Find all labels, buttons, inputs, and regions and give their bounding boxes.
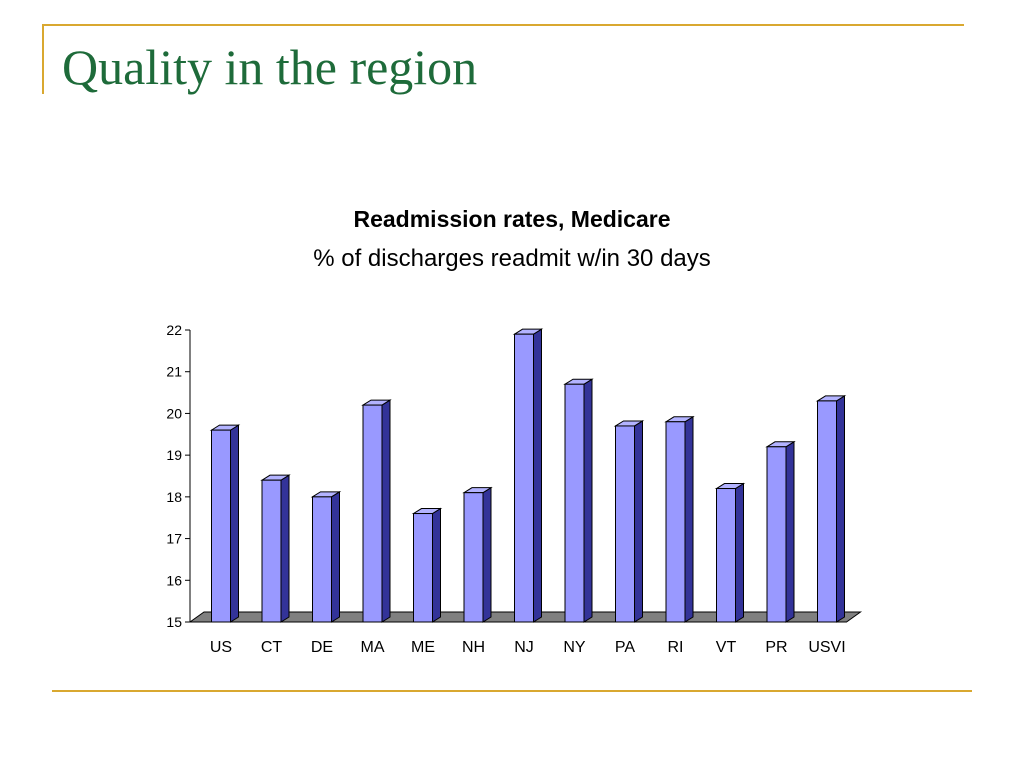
x-tick-label: MA bbox=[361, 639, 385, 656]
bar bbox=[514, 333, 534, 623]
x-tick-label: ME bbox=[411, 639, 435, 656]
bar bbox=[463, 492, 484, 623]
bar bbox=[716, 488, 736, 623]
x-tick-label: NJ bbox=[514, 639, 534, 656]
bar bbox=[413, 513, 433, 623]
bar-side bbox=[684, 415, 694, 623]
y-tick-label: 16 bbox=[166, 572, 182, 588]
bar-side bbox=[735, 482, 744, 623]
bar bbox=[261, 479, 282, 623]
bar bbox=[615, 425, 635, 623]
top-accent-rule bbox=[42, 24, 964, 26]
bar-side bbox=[280, 474, 290, 623]
bar-side bbox=[583, 378, 593, 623]
x-tick-label: USVI bbox=[808, 639, 845, 656]
y-tick-label: 22 bbox=[166, 322, 182, 338]
slide-title: Quality in the region bbox=[62, 39, 478, 95]
bar bbox=[564, 383, 585, 623]
bar bbox=[362, 404, 383, 623]
y-tick-label: 18 bbox=[166, 489, 182, 505]
bar-side bbox=[482, 486, 492, 623]
bar bbox=[817, 400, 837, 623]
bar-side bbox=[331, 490, 340, 623]
y-tick-label: 17 bbox=[166, 531, 182, 547]
y-tick-label: 19 bbox=[166, 447, 182, 463]
left-accent-rule bbox=[42, 24, 44, 94]
y-tick-label: 15 bbox=[166, 614, 182, 630]
x-tick-label: PA bbox=[615, 639, 635, 656]
x-tick-label: CT bbox=[261, 639, 283, 656]
bar bbox=[766, 446, 787, 623]
x-tick-label: VT bbox=[716, 639, 737, 656]
bar-side bbox=[785, 440, 795, 623]
chart-title: Readmission rates, Medicare bbox=[353, 206, 671, 232]
bottom-accent-rule bbox=[52, 690, 972, 692]
x-tick-label: NH bbox=[462, 639, 485, 656]
bar-side bbox=[381, 399, 391, 623]
x-tick-label: RI bbox=[668, 639, 684, 656]
x-tick-label: US bbox=[210, 639, 232, 656]
y-tick-label: 20 bbox=[166, 405, 182, 421]
x-tick-label: DE bbox=[311, 639, 333, 656]
bar-side bbox=[230, 424, 239, 623]
x-tick-label: PR bbox=[765, 639, 787, 656]
bar bbox=[312, 496, 332, 623]
bar-side bbox=[432, 507, 441, 623]
bar-side bbox=[634, 420, 643, 623]
x-tick-label: NY bbox=[563, 639, 586, 656]
bar bbox=[665, 421, 686, 623]
chart-subtitle: % of discharges readmit w/in 30 days bbox=[313, 245, 711, 272]
y-tick-label: 21 bbox=[166, 364, 182, 380]
bar bbox=[211, 429, 231, 623]
bar-side bbox=[836, 395, 845, 623]
bar-side bbox=[533, 328, 542, 623]
